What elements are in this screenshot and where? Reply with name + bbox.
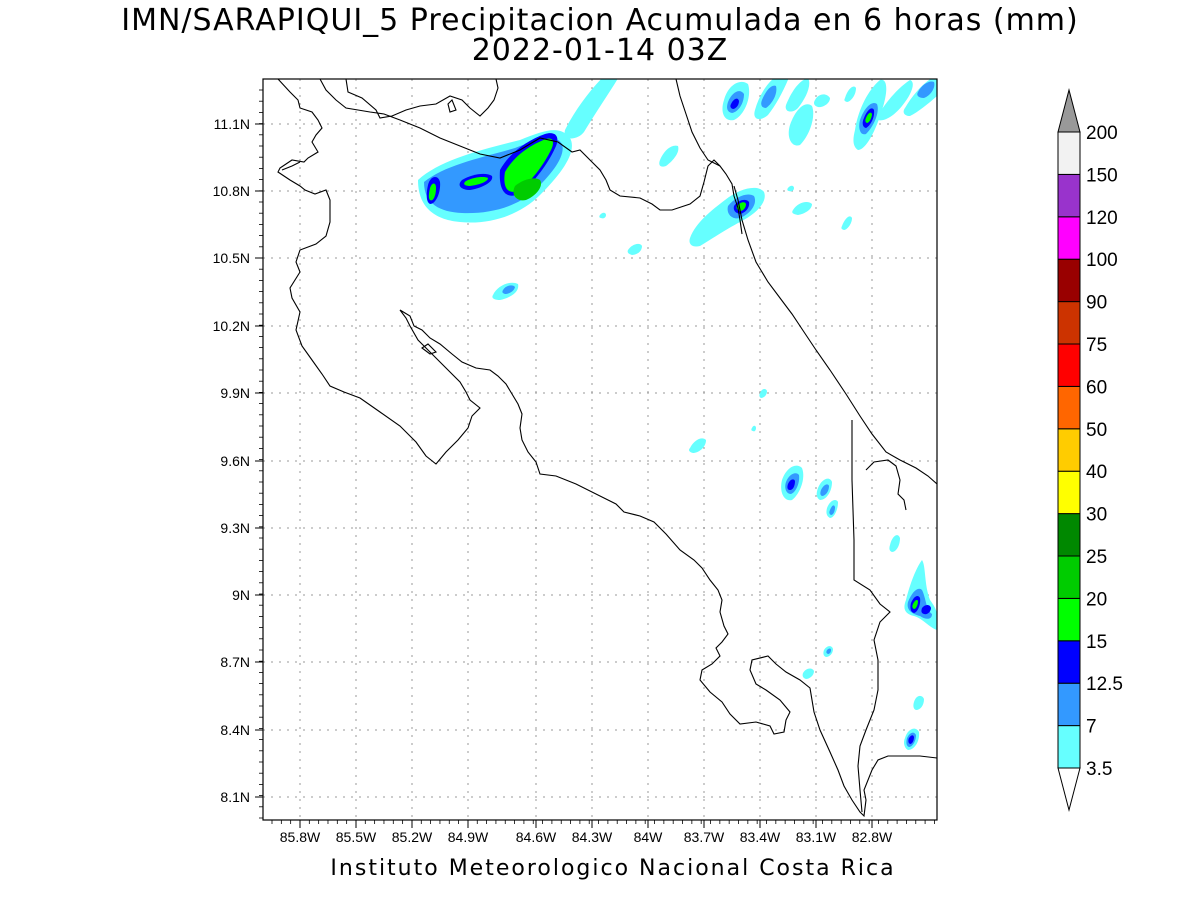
panama-border [851,420,891,813]
precipitation-fields [418,79,937,750]
colorbar-swatch [1057,640,1081,684]
rain-cell-northwest [418,130,572,223]
colorbar-level-label: 60 [1086,377,1107,398]
colorbar-swatch [1057,725,1081,769]
lat-tick-label: 10.8N [213,183,250,199]
colorbar-swatch [1057,258,1081,303]
rain-cell-central [492,282,767,453]
lat-tick-label: 9.6N [220,453,250,469]
rain-cell-caribbean [599,185,852,255]
lon-tick-label: 85.8W [280,829,321,845]
colorbar-swatch [1057,131,1081,175]
colorbar-level-label: 15 [1086,632,1107,653]
colorbar-level-label: 90 [1086,293,1107,314]
colorbar-swatch [1057,682,1081,727]
colorbar-swatch [1057,343,1081,387]
lat-tick-label: 10.5N [213,250,250,266]
island-gulf [421,343,438,355]
colorbar-max-arrow [1057,88,1081,133]
grid-lines [263,79,937,820]
footer-credit: Instituto Meteorologico Nacional Costa R… [330,856,896,881]
colorbar-swatch [1057,555,1081,599]
colorbar-level-label: 20 [1086,589,1107,610]
lake-nicaragua-shore [281,161,301,171]
lat-tick-label: 9.9N [220,385,250,401]
map-title: IMN/SARAPIQUI_5 Precipitacion Acumulada … [121,3,1079,38]
lon-tick-label: 82.8W [852,829,893,845]
pacific-coast-north [277,79,937,818]
lat-tick-label: 9.3N [220,520,250,536]
lon-tick-label: 85.2W [392,829,433,845]
lat-tick-label: 11.1N [214,116,250,132]
rain-cell-southeast [781,465,937,750]
lon-tick-label: 84.9W [448,829,489,845]
coastlines-borders [277,79,937,818]
colorbar-level-label: 30 [1086,505,1107,526]
colorbar-level-label: 50 [1086,420,1107,441]
colorbar-level-label: 7 [1086,717,1097,738]
lat-tick-label: 10.2N [213,318,250,334]
colorbar-level-label: 25 [1086,547,1107,568]
colorbar-swatch [1057,216,1081,260]
lon-tick-label: 84.3W [572,829,613,845]
colorbar-swatch [1057,385,1081,430]
colorbar-level-label: 40 [1086,462,1107,483]
axis-ticks: 85.8W 85.5W 85.2W 84.9W 84.6W 84.3W 84W 83.7W 83… [213,89,935,845]
colorbar-swatch [1057,428,1081,472]
colorbar-level-label: 120 [1086,208,1118,229]
nicaragua-caribbean [675,79,721,167]
lat-tick-label: 9N [232,587,250,603]
colorbar-min-arrow [1057,767,1081,812]
map-datetime: 2022-01-14 03Z [471,33,729,68]
island-north [447,99,457,113]
colorbar-swatch [1057,597,1081,642]
lon-tick-label: 83.1W [796,829,837,845]
lon-tick-label: 83.7W [684,829,725,845]
colorbar-level-label: 100 [1086,250,1118,271]
colorbar-level-label: 200 [1086,123,1118,144]
colorbar-level-label: 12.5 [1086,674,1123,695]
colorbar-level-label: 3.5 [1086,759,1112,780]
lat-tick-label: 8.1N [220,789,250,805]
rain-cell-northeast [564,79,937,167]
colorbar-swatch [1057,513,1081,557]
colorbar-swatch [1057,301,1081,345]
nicaragua-lake-north [345,79,499,119]
colorbar-swatch [1057,470,1081,515]
lat-tick-label: 8.4N [220,722,250,738]
plot-frame [262,78,938,821]
lon-tick-label: 84.6W [516,829,557,845]
colorbar-swatch [1057,173,1081,218]
lon-tick-label: 83.4W [740,829,781,845]
lat-tick-label: 8.7N [220,654,250,670]
panama-border-east [865,459,907,511]
colorbar-level-label: 150 [1086,165,1118,186]
colorbar: 3.5 7 12.5 15 20 25 30 40 50 60 75 90 100 120 150 200 [1057,88,1123,812]
caribbean-coast [733,185,937,485]
lon-tick-label: 85.5W [336,829,377,845]
lon-tick-label: 84W [634,829,664,845]
colorbar-level-label: 75 [1086,335,1107,356]
